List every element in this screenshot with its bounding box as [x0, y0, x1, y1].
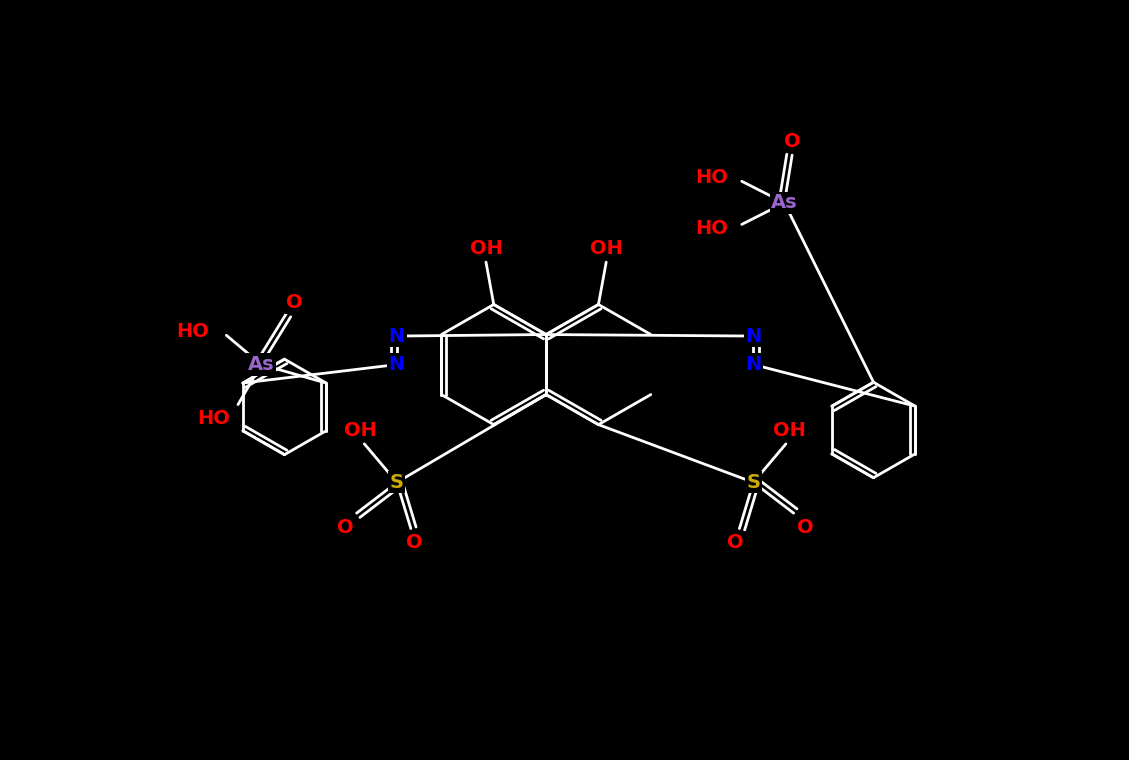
Text: O: O [797, 518, 814, 537]
Text: As: As [771, 193, 798, 212]
Text: N: N [388, 355, 405, 374]
Text: HO: HO [695, 219, 728, 238]
Text: O: O [727, 533, 744, 552]
Text: HO: HO [176, 322, 209, 341]
Text: OH: OH [344, 420, 377, 439]
Text: HO: HO [198, 409, 230, 428]
Text: S: S [390, 473, 404, 492]
Text: O: O [336, 518, 353, 537]
Text: O: O [406, 533, 423, 552]
Text: As: As [248, 355, 274, 374]
Text: N: N [388, 327, 405, 346]
Text: OH: OH [589, 239, 622, 258]
Text: O: O [784, 131, 800, 150]
Text: HO: HO [695, 168, 728, 187]
Text: OH: OH [470, 239, 502, 258]
Text: O: O [287, 293, 303, 312]
Text: N: N [745, 355, 761, 374]
Text: OH: OH [773, 420, 806, 439]
Text: S: S [746, 473, 760, 492]
Text: N: N [745, 327, 761, 346]
